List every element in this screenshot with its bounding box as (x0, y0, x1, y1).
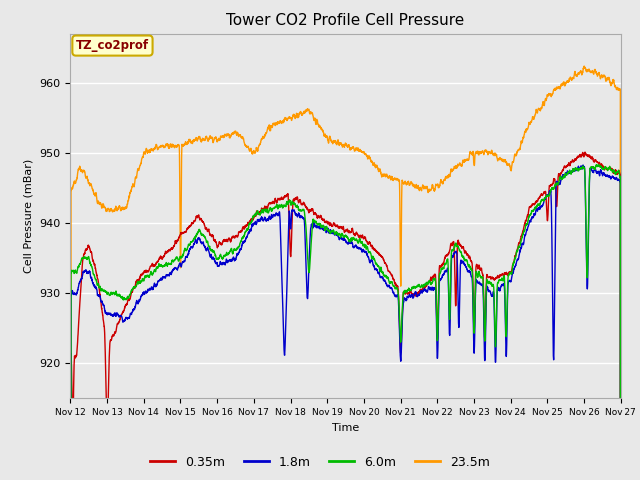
Title: Tower CO2 Profile Cell Pressure: Tower CO2 Profile Cell Pressure (227, 13, 465, 28)
Legend: 0.35m, 1.8m, 6.0m, 23.5m: 0.35m, 1.8m, 6.0m, 23.5m (145, 451, 495, 474)
X-axis label: Time: Time (332, 423, 359, 432)
Text: TZ_co2prof: TZ_co2prof (76, 39, 149, 52)
Y-axis label: Cell Pressure (mBar): Cell Pressure (mBar) (24, 159, 34, 273)
